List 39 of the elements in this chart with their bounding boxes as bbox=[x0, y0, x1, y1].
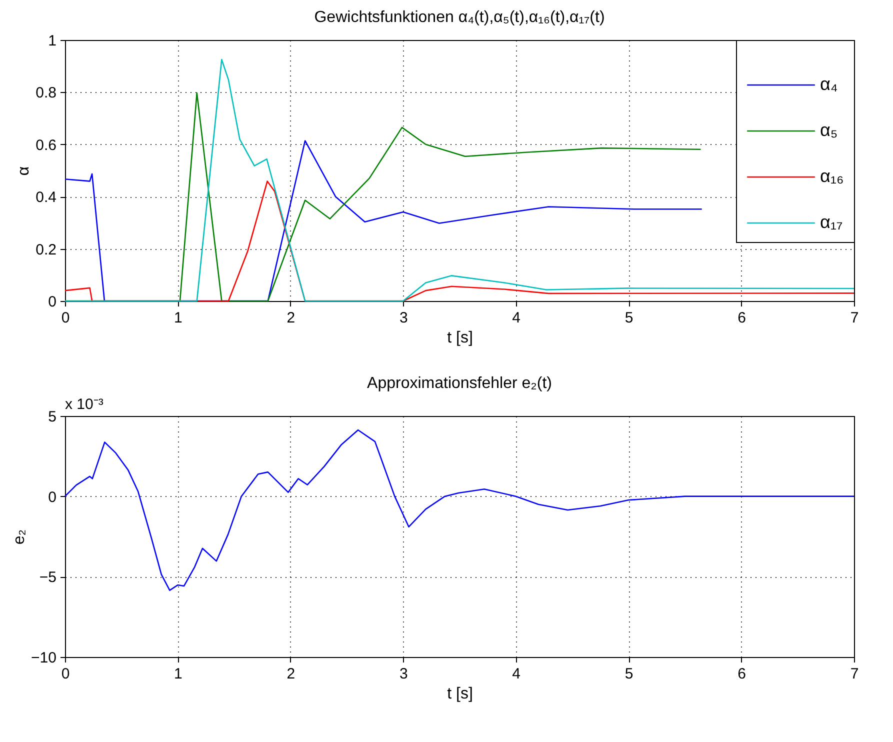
y-axis-title: e₂ bbox=[11, 529, 28, 545]
x-tick-label: 4 bbox=[512, 310, 521, 326]
y-tick-label: 0.4 bbox=[36, 189, 56, 206]
y-tick-label: 0 bbox=[48, 294, 56, 310]
chart-title: Approximationsfehler e₂(t) bbox=[367, 375, 552, 392]
y-tick-label: 1 bbox=[48, 32, 56, 50]
text: x 10⁻³ bbox=[65, 396, 104, 413]
x-tick-label: 7 bbox=[850, 310, 859, 326]
y-tick-label: 0.6 bbox=[36, 136, 56, 154]
x-tick-label: 6 bbox=[738, 310, 746, 326]
x-tick-label: 0 bbox=[61, 310, 70, 326]
line-series bbox=[64, 58, 855, 302]
x-tick-label: 4 bbox=[512, 666, 521, 682]
y-tick-label: 0.8 bbox=[36, 84, 56, 102]
y-tick-label: 0.2 bbox=[36, 241, 56, 258]
legend-label: α₅ bbox=[820, 120, 838, 140]
x-axis-title: t [s] bbox=[447, 330, 473, 346]
y-tick-label: −10 bbox=[31, 650, 56, 666]
legend-label: α₁₇ bbox=[820, 212, 843, 232]
line-series bbox=[64, 429, 855, 591]
x-tick-label: 7 bbox=[850, 666, 859, 682]
y-axis-title: α bbox=[16, 166, 33, 176]
x-tick-label: 5 bbox=[624, 310, 634, 326]
legend-label: α₄ bbox=[820, 74, 838, 94]
x-tick-label: 6 bbox=[738, 666, 746, 682]
legend-label: α₁₆ bbox=[820, 166, 844, 186]
y-tick-label: 0 bbox=[48, 488, 56, 506]
y-tick-label: −5 bbox=[39, 569, 56, 586]
x-tick-label: 0 bbox=[61, 666, 70, 682]
x-tick-label: 5 bbox=[624, 666, 634, 682]
x-tick-label: 3 bbox=[399, 666, 408, 682]
chart-title: Gewichtsfunktionen α₄(t),α₅(t),α₁₆(t),α₁₇(t) bbox=[314, 9, 605, 26]
x-tick-label: 2 bbox=[286, 666, 296, 682]
x-tick-label: 1 bbox=[174, 666, 182, 682]
x-tick-label: 2 bbox=[286, 310, 296, 326]
x-axis-title: t [s] bbox=[447, 686, 473, 702]
x-tick-label: 1 bbox=[174, 310, 182, 326]
y-tick-label: 5 bbox=[48, 408, 56, 426]
x-tick-label: 3 bbox=[399, 310, 408, 326]
